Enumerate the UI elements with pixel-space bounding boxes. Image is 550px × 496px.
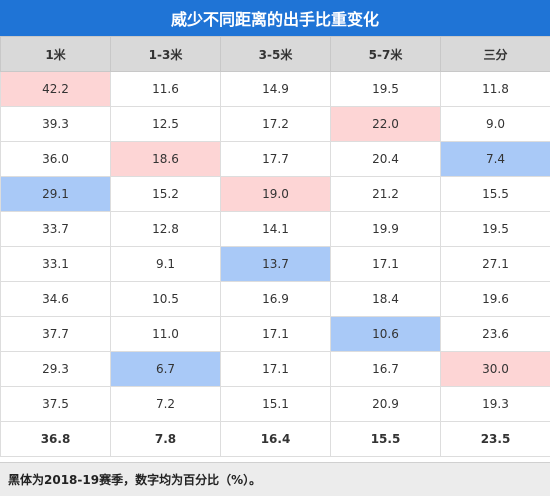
table-cell: 9.0: [440, 106, 550, 142]
column-header: 5-7米: [330, 36, 441, 72]
table-cell: 19.6: [440, 281, 550, 317]
table-row: 29.1 15.2 19.0 21.2 15.5: [0, 176, 550, 212]
column-header: 1-3米: [110, 36, 221, 72]
table-row: 37.7 11.0 17.1 10.6 23.6: [0, 316, 550, 352]
shot-distribution-table: 1米 1-3米 3-5米 5-7米 三分 42.2 11.6 14.9 19.5 11.8 39.…: [0, 36, 550, 457]
table-cell: 10.5: [110, 281, 221, 317]
table-row: 29.3 6.7 17.1 16.7 30.0: [0, 351, 550, 387]
table-cell: 19.9: [330, 211, 441, 247]
table-cell: 37.5: [0, 386, 111, 422]
table-cell: 23.5: [440, 421, 550, 457]
table-cell: 12.8: [110, 211, 221, 247]
table-cell: 21.2: [330, 176, 441, 212]
table-cell: 29.1: [0, 176, 111, 212]
table-cell: 15.1: [220, 386, 331, 422]
table-cell: 9.1: [110, 246, 221, 282]
table-cell: 17.7: [220, 141, 331, 177]
table-cell: 17.1: [220, 351, 331, 387]
table-cell: 42.2: [0, 71, 111, 107]
table-cell: 17.2: [220, 106, 331, 142]
table-cell: 16.9: [220, 281, 331, 317]
table-title: 威少不同距离的出手比重变化: [0, 0, 550, 36]
table-cell: 11.8: [440, 71, 550, 107]
table-cell: 18.4: [330, 281, 441, 317]
table-cell: 19.5: [330, 71, 441, 107]
table-cell: 20.4: [330, 141, 441, 177]
table-cell: 7.8: [110, 421, 221, 457]
table-cell: 19.3: [440, 386, 550, 422]
table-row: 34.6 10.5 16.9 18.4 19.6: [0, 281, 550, 317]
table-cell: 36.0: [0, 141, 111, 177]
table-cell: 17.1: [220, 316, 331, 352]
table-cell: 23.6: [440, 316, 550, 352]
table-row: 37.5 7.2 15.1 20.9 19.3: [0, 386, 550, 422]
table-cell: 37.7: [0, 316, 111, 352]
header-row: 1米 1-3米 3-5米 5-7米 三分: [0, 36, 550, 72]
table-cell: 6.7: [110, 351, 221, 387]
table-cell: 34.6: [0, 281, 111, 317]
table-cell: 7.2: [110, 386, 221, 422]
table-body: 42.2 11.6 14.9 19.5 11.8 39.3 12.5 17.2 22.0 9.0 3…: [0, 71, 550, 457]
table-cell: 15.5: [330, 421, 441, 457]
table-cell: 36.8: [0, 421, 111, 457]
table-cell: 15.5: [440, 176, 550, 212]
column-header: 3-5米: [220, 36, 331, 72]
table-cell: 14.1: [220, 211, 331, 247]
column-header: 三分: [440, 36, 550, 72]
footnote: 黑体为2018-19赛季，数字均为百分比（%）。: [0, 462, 550, 496]
table-row: 33.7 12.8 14.1 19.9 19.5: [0, 211, 550, 247]
table-cell: 19.0: [220, 176, 331, 212]
table-cell: 17.1: [330, 246, 441, 282]
table-row: 39.3 12.5 17.2 22.0 9.0: [0, 106, 550, 142]
table-cell: 13.7: [220, 246, 331, 282]
table-cell: 27.1: [440, 246, 550, 282]
table-row: 36.8 7.8 16.4 15.5 23.5: [0, 421, 550, 457]
table-row: 33.1 9.1 13.7 17.1 27.1: [0, 246, 550, 282]
table-cell: 11.0: [110, 316, 221, 352]
table-cell: 20.9: [330, 386, 441, 422]
table-cell: 16.7: [330, 351, 441, 387]
table-cell: 10.6: [330, 316, 441, 352]
table-cell: 33.1: [0, 246, 111, 282]
table-cell: 14.9: [220, 71, 331, 107]
table-cell: 15.2: [110, 176, 221, 212]
table-cell: 33.7: [0, 211, 111, 247]
table-row: 36.0 18.6 17.7 20.4 7.4: [0, 141, 550, 177]
table-cell: 11.6: [110, 71, 221, 107]
table-cell: 7.4: [440, 141, 550, 177]
table-cell: 39.3: [0, 106, 111, 142]
table-cell: 19.5: [440, 211, 550, 247]
table-cell: 29.3: [0, 351, 111, 387]
table-row: 42.2 11.6 14.9 19.5 11.8: [0, 71, 550, 107]
table-cell: 12.5: [110, 106, 221, 142]
table-cell: 16.4: [220, 421, 331, 457]
table-cell: 18.6: [110, 141, 221, 177]
column-header: 1米: [0, 36, 111, 72]
table-cell: 22.0: [330, 106, 441, 142]
table-cell: 30.0: [440, 351, 550, 387]
